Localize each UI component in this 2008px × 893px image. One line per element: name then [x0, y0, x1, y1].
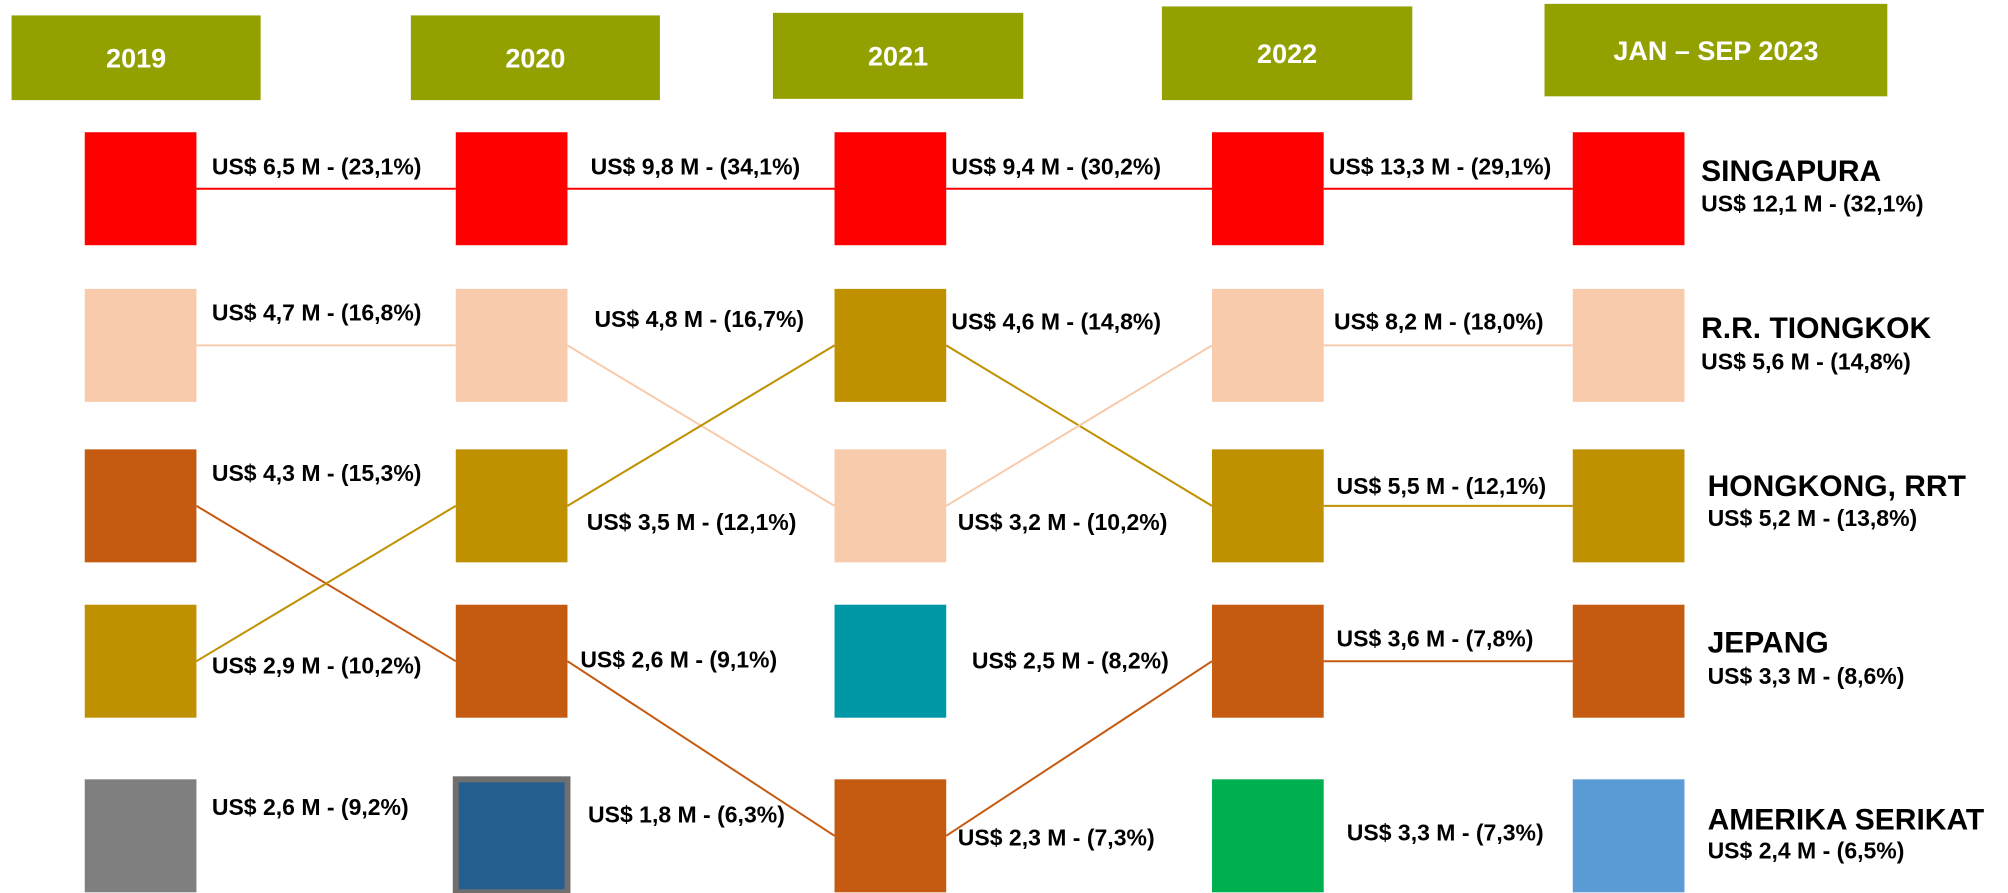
- country-box: [84, 132, 197, 246]
- country-box: [455, 449, 568, 563]
- country-name: AMERIKA SERIKAT: [1708, 804, 1985, 837]
- country-name: R.R. TIONGKOK: [1701, 312, 1931, 345]
- value-label: US$ 1,8 M - (6,3%): [588, 802, 785, 828]
- value-label: US$ 2,6 M - (9,1%): [580, 646, 777, 672]
- connector: [566, 660, 836, 837]
- value-label: US$ 2,9 M - (10,2%): [212, 653, 422, 679]
- value-label: US$ 3,6 M - (7,8%): [1337, 626, 1534, 652]
- year-header-text: 2022: [1257, 39, 1317, 69]
- value-label: US$ 12,1 M - (32,1%): [1701, 191, 1923, 217]
- value-label: US$ 8,2 M - (18,0%): [1334, 309, 1544, 335]
- value-label: US$ 2,4 M - (6,5%): [1708, 838, 1905, 864]
- country-box: [834, 779, 947, 893]
- country-name: HONGKONG, RRT: [1708, 470, 1966, 503]
- value-label: US$ 5,5 M - (12,1%): [1337, 473, 1547, 499]
- value-label: US$ 2,3 M - (7,3%): [958, 825, 1155, 851]
- country-box: [452, 776, 571, 893]
- value-label: US$ 13,3 M - (29,1%): [1329, 153, 1551, 179]
- country-box: [455, 604, 568, 718]
- year-header: [410, 15, 660, 101]
- connector: [945, 344, 1213, 507]
- value-label: US$ 4,7 M - (16,8%): [212, 300, 422, 326]
- country-box: [834, 604, 947, 718]
- value-label: US$ 3,3 M - (8,6%): [1708, 663, 1905, 689]
- value-label: US$ 3,2 M - (10,2%): [958, 509, 1168, 535]
- country-box: [834, 132, 947, 246]
- country-box: [834, 288, 947, 402]
- value-label: US$ 4,8 M - (16,7%): [594, 306, 804, 332]
- country-box: [1211, 779, 1324, 893]
- country-box: [1211, 132, 1324, 246]
- country-box: [1572, 132, 1685, 246]
- year-header: [772, 12, 1024, 99]
- country-name: SINGAPURA: [1701, 155, 1881, 188]
- year-header: [1161, 6, 1413, 101]
- value-label: US$ 9,8 M - (34,1%): [591, 153, 801, 179]
- year-header-text: 2020: [505, 43, 565, 73]
- value-label: US$ 9,4 M - (30,2%): [951, 153, 1161, 179]
- value-label: US$ 3,5 M - (12,1%): [587, 509, 797, 535]
- value-label: US$ 3,3 M - (7,3%): [1347, 820, 1544, 846]
- country-box: [834, 449, 947, 563]
- country-box: [1211, 604, 1324, 718]
- value-label: US$ 6,5 M - (23,1%): [212, 153, 422, 179]
- country-name: JEPANG: [1708, 626, 1829, 659]
- value-label: US$ 4,6 M - (14,8%): [951, 309, 1161, 335]
- connector: [945, 660, 1213, 837]
- value-label: US$ 5,2 M - (13,8%): [1708, 505, 1918, 531]
- country-box: [455, 288, 568, 402]
- connector: [566, 344, 836, 507]
- value-label: US$ 4,3 M - (15,3%): [212, 460, 422, 486]
- country-box: [84, 779, 197, 893]
- country-box: [1572, 288, 1685, 402]
- country-box: [84, 449, 197, 563]
- year-header: [11, 15, 261, 101]
- year-header-text: JAN – SEP 2023: [1613, 36, 1818, 66]
- connector: [195, 504, 457, 663]
- year-header: [1544, 3, 1888, 97]
- country-box: [84, 604, 197, 718]
- country-box: [1572, 449, 1685, 563]
- country-box: [1572, 779, 1685, 893]
- country-box: [1211, 288, 1324, 402]
- country-box: [84, 288, 197, 402]
- year-header-text: 2021: [868, 42, 928, 72]
- year-header-text: 2019: [106, 43, 166, 73]
- value-label: US$ 2,6 M - (9,2%): [212, 794, 409, 820]
- value-label: US$ 5,6 M - (14,8%): [1701, 348, 1911, 374]
- country-box: [455, 132, 568, 246]
- country-box: [1572, 604, 1685, 718]
- country-box: [1211, 449, 1324, 563]
- value-label: US$ 2,5 M - (8,2%): [972, 648, 1169, 674]
